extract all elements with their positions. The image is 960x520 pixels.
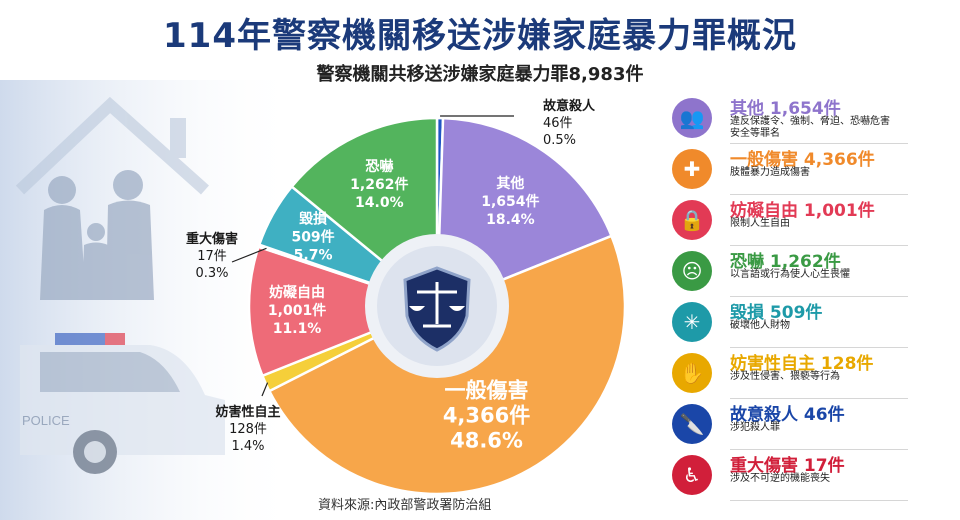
legend-description-line: 限制人生自由 <box>730 218 790 229</box>
shield-scale-icon <box>403 266 471 352</box>
family-silhouette-icon <box>40 170 154 300</box>
legend-description: 限制人生自由 <box>730 218 790 230</box>
slice-label-2-2: 48.6% <box>450 429 523 453</box>
legend-description: 涉及不可逆的機能喪失 <box>730 473 830 485</box>
legend-item-2: 🔒 妨礙自由 1,001件 限制人生自由 <box>672 196 908 246</box>
legend-item-3: ☹ 恐嚇 1,262件 以言語或行為使人心生畏懼 <box>672 247 908 297</box>
legend-title: 毀損 509件 <box>730 303 823 323</box>
slice-label-3-1: 128件 <box>229 422 267 437</box>
legend-description-line: 破壞他人財物 <box>730 320 790 331</box>
legend-description: 涉及性侵害、猥褻等行為 <box>730 371 840 383</box>
lock-icon: 🔒 <box>672 200 712 240</box>
legend-description-line: 肢體暴力造成傷害 <box>730 167 810 178</box>
legend-description-line: 涉及性侵害、猥褻等行為 <box>730 371 840 382</box>
legend-title: 一般傷害 4,366件 <box>730 150 875 170</box>
slice-label-0-2: 0.5% <box>543 133 576 148</box>
leader-line-5 <box>231 247 267 263</box>
slice-label-5-1: 17件 <box>197 249 227 264</box>
police-car-icon: POLICE <box>20 333 225 474</box>
slice-label-1-2: 18.4% <box>486 212 535 228</box>
source-note: 資料來源:內政部警政署防治組 <box>318 498 492 513</box>
legend-item-1: ✚ 一般傷害 4,366件 肢體暴力造成傷害 <box>672 145 908 195</box>
people-group-icon: 👥 <box>672 98 712 138</box>
slice-label-3-0: 妨害性自主 <box>214 404 280 420</box>
slice-label-6-0: 毀損 <box>299 211 328 228</box>
legend-title: 恐嚇 1,262件 <box>730 252 841 272</box>
slice-label-7-0: 恐嚇 <box>365 158 393 175</box>
slice-label-6-2: 5.7% <box>294 248 333 264</box>
slice-label-4-2: 11.1% <box>273 321 322 337</box>
legend-description-line: 安全等罪名 <box>730 128 780 139</box>
legend-divider <box>730 194 908 195</box>
legend-description: 違反保護令、強制、脅迫、恐嚇危害 安全等罪名 <box>730 116 890 140</box>
legend-description: 涉犯殺人罪 <box>730 422 780 434</box>
legend-divider <box>730 347 908 348</box>
slice-label-3-2: 1.4% <box>231 439 264 454</box>
stop-hand-icon: ✋ <box>672 353 712 393</box>
slice-label-7-2: 14.0% <box>355 195 404 211</box>
legend-description-line: 涉犯殺人罪 <box>730 422 780 433</box>
slice-label-2-0: 一般傷害 <box>445 379 529 403</box>
slice-label-5-2: 0.3% <box>195 266 228 281</box>
knife-icon: 🔪 <box>672 404 712 444</box>
shatter-icon: ✳ <box>672 302 712 342</box>
legend-description: 肢體暴力造成傷害 <box>730 167 810 179</box>
legend-item-4: ✳ 毀損 509件 破壞他人財物 <box>672 298 908 348</box>
legend-divider <box>730 398 908 399</box>
legend-item-6: 🔪 故意殺人 46件 涉犯殺人罪 <box>672 400 908 450</box>
slice-label-7-1: 1,262件 <box>350 176 408 193</box>
legend-divider <box>730 245 908 246</box>
legend-item-7: ♿ 重大傷害 17件 涉及不可逆的機能喪失 <box>672 451 908 501</box>
legend-description: 以言語或行為使人心生畏懼 <box>730 269 850 281</box>
chart-title: 114年警察機關移送涉嫌家庭暴力罪概況 <box>163 16 797 56</box>
legend-item-0: 👥 其他 1,654件 違反保護令、強制、脅迫、恐嚇危害 安全等罪名 <box>672 94 908 144</box>
slice-label-1-1: 1,654件 <box>481 193 539 210</box>
slice-label-0-0: 故意殺人 <box>543 98 596 114</box>
legend-divider <box>730 449 908 450</box>
legend-description-line: 涉及不可逆的機能喪失 <box>730 473 830 484</box>
legend-divider <box>730 500 908 501</box>
leader-line-3 <box>261 382 269 397</box>
legend-description-line: 違反保護令、強制、脅迫、恐嚇危害 <box>730 116 890 127</box>
slice-label-6-1: 509件 <box>291 229 334 246</box>
chart-subtitle: 警察機關共移送涉嫌家庭暴力罪8,983件 <box>316 64 644 85</box>
legend-description-line: 以言語或行為使人心生畏懼 <box>730 269 850 280</box>
bandage-icon: ✚ <box>672 149 712 189</box>
legend-title: 故意殺人 46件 <box>730 405 845 425</box>
legend-title: 妨害性自主 128件 <box>730 354 874 374</box>
legend-description: 破壞他人財物 <box>730 320 790 332</box>
legend-divider <box>730 296 908 297</box>
legend-title: 其他 1,654件 <box>730 99 841 119</box>
pie-slice-4 <box>247 245 441 378</box>
slice-label-0-1: 46件 <box>543 116 573 131</box>
slice-label-1-0: 其他 <box>496 175 524 192</box>
angry-face-icon: ☹ <box>672 251 712 291</box>
slice-label-5-0: 重大傷害 <box>186 231 238 247</box>
slice-label-4-1: 1,001件 <box>268 302 326 319</box>
legend-title: 重大傷害 17件 <box>730 456 845 476</box>
svg-text:POLICE: POLICE <box>22 413 70 428</box>
legend-item-5: ✋ 妨害性自主 128件 涉及性侵害、猥褻等行為 <box>672 349 908 399</box>
wheelchair-icon: ♿ <box>672 455 712 495</box>
legend-title: 妨礙自由 1,001件 <box>730 201 875 221</box>
legend-divider <box>730 143 908 144</box>
slice-label-4-0: 妨礙自由 <box>268 284 325 301</box>
slice-label-2-1: 4,366件 <box>443 404 530 428</box>
house-icon <box>15 96 210 195</box>
